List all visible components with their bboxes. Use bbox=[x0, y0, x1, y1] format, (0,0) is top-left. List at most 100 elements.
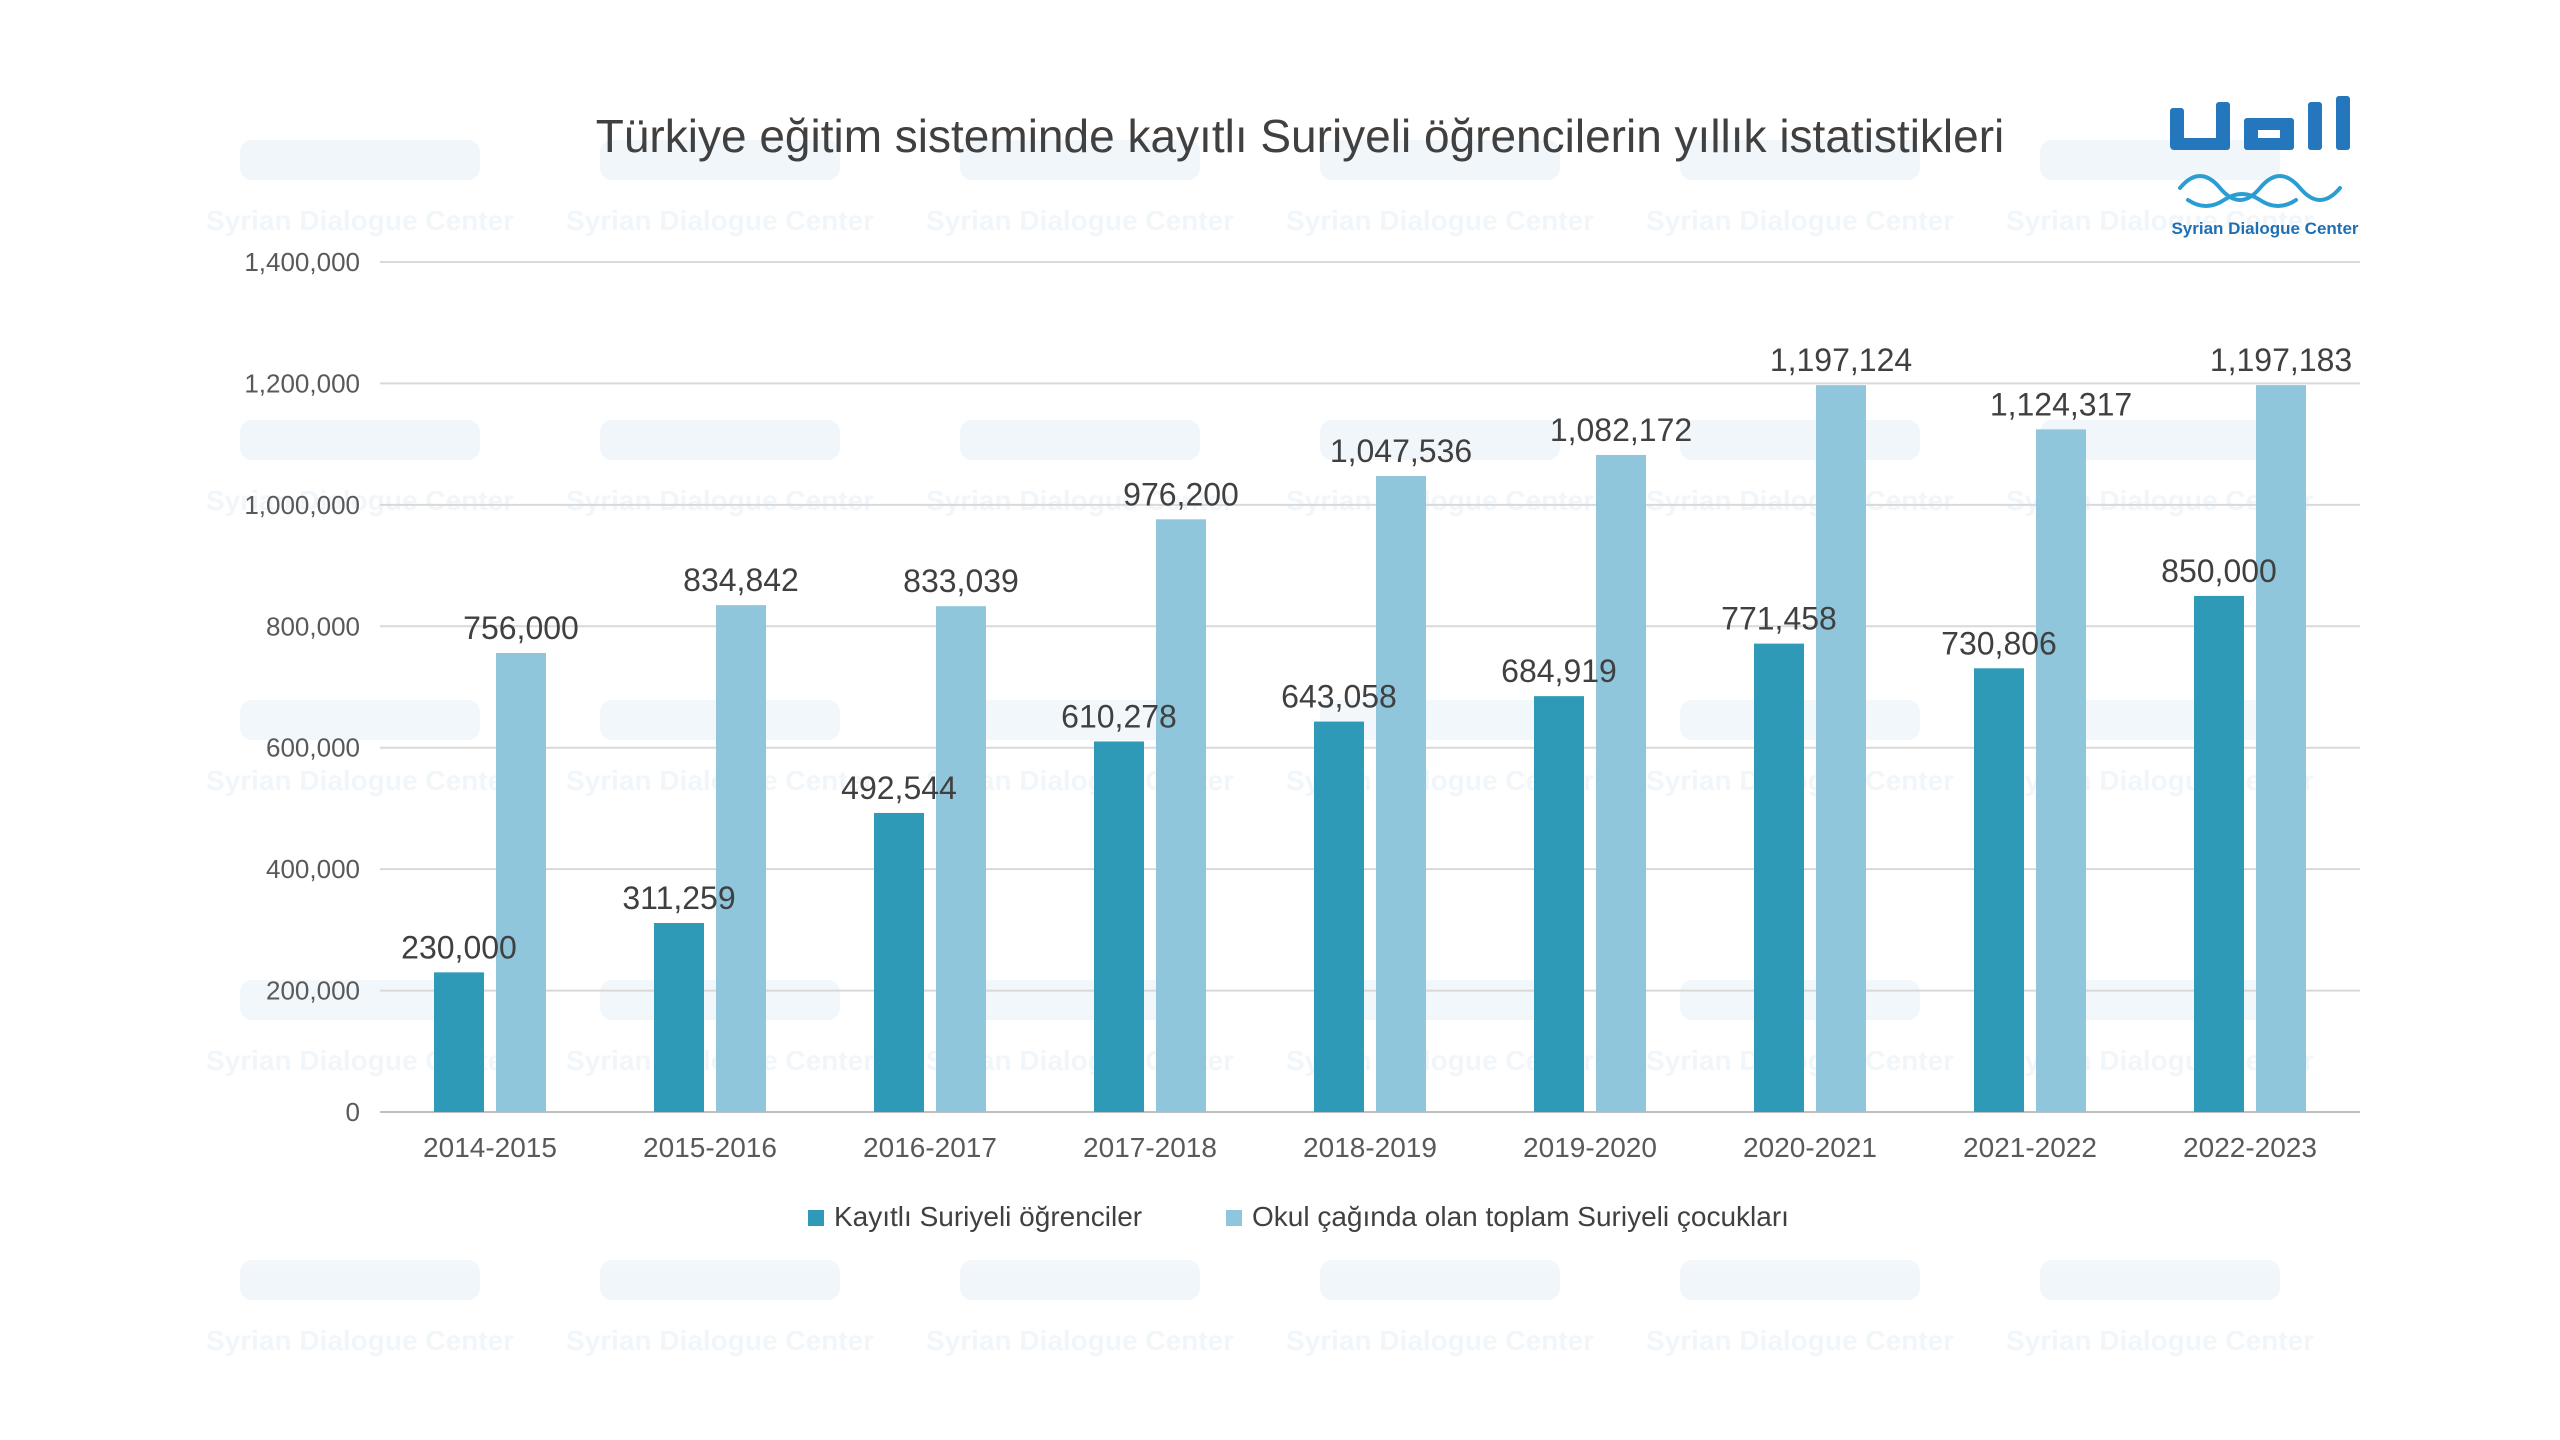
legend-swatch-series-2 bbox=[1226, 1210, 1242, 1226]
watermark-tile: Syrian Dialogue Center bbox=[2006, 1260, 2314, 1356]
legend-label-series-2: Okul çağında olan toplam Suriyeli çocukl… bbox=[1252, 1201, 1789, 1232]
y-tick-label: 200,000 bbox=[266, 976, 360, 1006]
data-label: 643,058 bbox=[1281, 679, 1397, 715]
data-label: 771,458 bbox=[1721, 601, 1837, 637]
bars bbox=[434, 385, 2306, 1113]
data-label: 311,259 bbox=[622, 880, 735, 916]
bar-total-2022-2023 bbox=[2256, 385, 2306, 1112]
data-label: 1,082,172 bbox=[1550, 412, 1692, 448]
x-tick-label: 2017-2018 bbox=[1083, 1132, 1217, 1163]
watermark-text: Syrian Dialogue Center bbox=[1646, 1325, 1954, 1356]
bar-registered-2014-2015 bbox=[434, 972, 484, 1112]
bar-total-2017-2018 bbox=[1156, 519, 1206, 1112]
watermark-text: Syrian Dialogue Center bbox=[206, 485, 514, 516]
watermark-text: Syrian Dialogue Center bbox=[926, 205, 1234, 236]
bar-total-2019-2020 bbox=[1596, 454, 1646, 1112]
watermark-text: Syrian Dialogue Center bbox=[1286, 205, 1594, 236]
watermark-text: Syrian Dialogue Center bbox=[566, 1325, 874, 1356]
bar-registered-2022-2023 bbox=[2194, 595, 2244, 1112]
y-tick-label: 0 bbox=[346, 1097, 360, 1127]
watermark-tile: Syrian Dialogue Center bbox=[566, 1260, 874, 1356]
watermark-text: Syrian Dialogue Center bbox=[566, 485, 874, 516]
x-tick-label: 2018-2019 bbox=[1303, 1132, 1437, 1163]
x-tick-label: 2015-2016 bbox=[643, 1132, 777, 1163]
watermark-text: Syrian Dialogue Center bbox=[1286, 1325, 1594, 1356]
logo: Syrian Dialogue Center bbox=[2160, 88, 2370, 248]
watermark-tile: Syrian Dialogue Center bbox=[1286, 140, 1594, 236]
data-label: 730,806 bbox=[1941, 625, 2057, 661]
watermark-tile: Syrian Dialogue Center bbox=[1286, 420, 1594, 516]
x-tick-label: 2020-2021 bbox=[1743, 1132, 1877, 1163]
watermark-text: Syrian Dialogue Center bbox=[1646, 485, 1954, 516]
watermark-tile: Syrian Dialogue Center bbox=[1646, 140, 1954, 236]
data-labels: 230,000 756,000 311,259 834,842 492,544 833,0… bbox=[401, 342, 2352, 965]
watermark-tile: Syrian Dialogue Center bbox=[926, 420, 1234, 516]
watermark-tile: Syrian Dialogue Center bbox=[566, 140, 874, 236]
x-tick-label: 2022-2023 bbox=[2183, 1132, 2317, 1163]
data-label: 684,919 bbox=[1501, 653, 1617, 689]
chart-title: Türkiye eğitim sisteminde kayıtlı Suriye… bbox=[596, 110, 2005, 162]
watermark-tile: Syrian Dialogue Center bbox=[926, 1260, 1234, 1356]
bar-total-2020-2021 bbox=[1816, 385, 1866, 1113]
y-tick-label: 400,000 bbox=[266, 854, 360, 884]
y-tick-label: 1,000,000 bbox=[244, 490, 360, 520]
watermark-tile: Syrian Dialogue Center bbox=[206, 140, 514, 236]
watermark-tile: Syrian Dialogue Center bbox=[1646, 1260, 1954, 1356]
data-label: 756,000 bbox=[463, 610, 579, 646]
data-label: 850,000 bbox=[2161, 553, 2277, 589]
watermark-tile: Syrian Dialogue Center bbox=[566, 420, 874, 516]
watermark-text: Syrian Dialogue Center bbox=[206, 765, 514, 796]
bar-registered-2020-2021 bbox=[1754, 643, 1804, 1112]
data-label: 1,197,124 bbox=[1770, 342, 1912, 378]
bar-total-2021-2022 bbox=[2036, 429, 2086, 1112]
x-tick-label: 2021-2022 bbox=[1963, 1132, 2097, 1163]
data-label: 610,278 bbox=[1061, 698, 1177, 734]
watermark-text: Syrian Dialogue Center bbox=[926, 485, 1234, 516]
watermark-text: Syrian Dialogue Center bbox=[206, 1325, 514, 1356]
y-tick-label: 800,000 bbox=[266, 611, 360, 641]
data-label: 976,200 bbox=[1123, 476, 1239, 512]
logo-brand-text: Syrian Dialogue Center bbox=[2171, 219, 2358, 238]
watermark-tile: Syrian Dialogue Center bbox=[206, 1260, 514, 1356]
data-label: 833,039 bbox=[903, 563, 1019, 599]
watermark-tile: Syrian Dialogue Center bbox=[206, 700, 514, 796]
syrian-dialogue-center-logo-icon: Syrian Dialogue Center bbox=[2170, 96, 2359, 238]
bar-registered-2016-2017 bbox=[874, 812, 924, 1112]
x-tick-label: 2019-2020 bbox=[1523, 1132, 1657, 1163]
bar-registered-2018-2019 bbox=[1314, 721, 1364, 1112]
legend: Kayıtlı Suriyeli öğrenciler Okul çağında… bbox=[808, 1201, 1789, 1232]
bar-total-2015-2016 bbox=[716, 605, 766, 1112]
x-tick-label: 2016-2017 bbox=[863, 1132, 997, 1163]
data-label: 1,124,317 bbox=[1990, 386, 2132, 422]
watermark-text: Syrian Dialogue Center bbox=[206, 205, 514, 236]
bar-registered-2021-2022 bbox=[1974, 668, 2024, 1112]
bar-registered-2017-2018 bbox=[1094, 741, 1144, 1112]
data-label: 1,197,183 bbox=[2210, 342, 2352, 378]
watermark-tile: Syrian Dialogue Center bbox=[206, 420, 514, 516]
watermark-tile: Syrian Dialogue Center bbox=[1286, 1260, 1594, 1356]
data-label: 834,842 bbox=[683, 562, 799, 598]
watermark-text: Syrian Dialogue Center bbox=[926, 1325, 1234, 1356]
watermark-text: Syrian Dialogue Center bbox=[2006, 205, 2314, 236]
watermark-text: Syrian Dialogue Center bbox=[1646, 205, 1954, 236]
y-tick-label: 1,200,000 bbox=[244, 368, 360, 398]
watermark-text: Syrian Dialogue Center bbox=[2006, 1325, 2314, 1356]
x-axis: 2014-2015 2015-2016 2016-2017 2017-2018 2018… bbox=[423, 1132, 2317, 1163]
watermark-text: Syrian Dialogue Center bbox=[566, 205, 874, 236]
y-tick-label: 1,400,000 bbox=[244, 247, 360, 277]
watermark-text: Syrian Dialogue Center bbox=[1286, 485, 1594, 516]
bar-registered-2015-2016 bbox=[654, 923, 704, 1112]
bar-registered-2019-2020 bbox=[1534, 696, 1584, 1112]
bar-total-2018-2019 bbox=[1376, 475, 1426, 1113]
data-label: 230,000 bbox=[401, 929, 517, 965]
y-axis: 0 200,000 400,000 600,000 800,000 1,000,000 1,… bbox=[244, 247, 360, 1127]
grid-lines bbox=[380, 261, 2360, 1113]
x-tick-label: 2014-2015 bbox=[423, 1132, 557, 1163]
watermark-tile: Syrian Dialogue Center bbox=[926, 140, 1234, 236]
bar-total-2016-2017 bbox=[936, 606, 986, 1112]
data-label: 492,544 bbox=[841, 770, 957, 806]
legend-swatch-series-1 bbox=[808, 1210, 824, 1226]
data-label: 1,047,536 bbox=[1330, 433, 1472, 469]
bar-total-2014-2015 bbox=[496, 653, 546, 1112]
